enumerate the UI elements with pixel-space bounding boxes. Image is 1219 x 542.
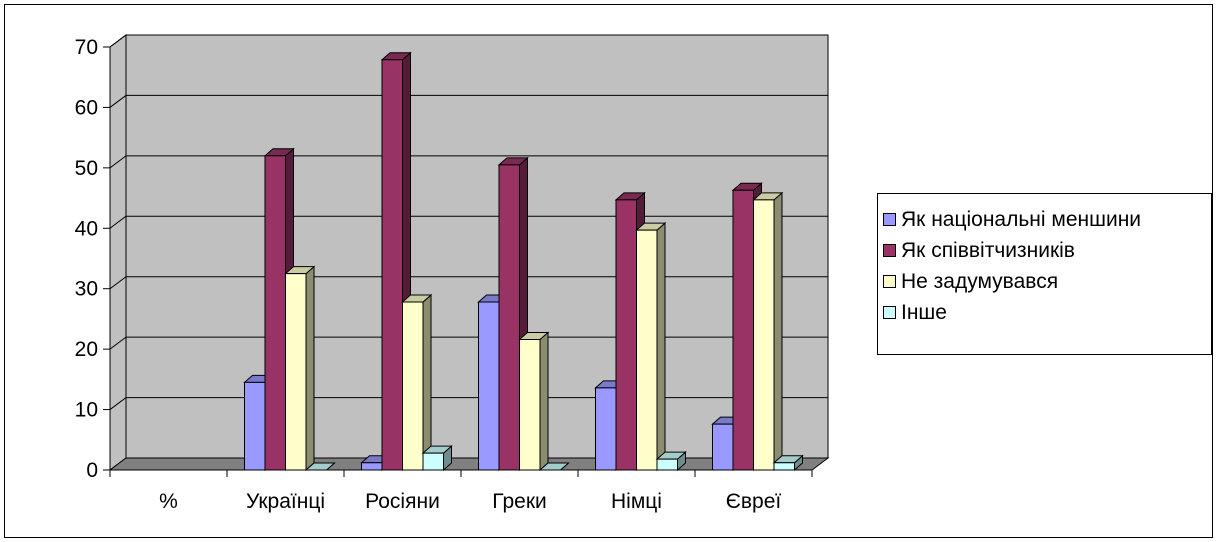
y-tick-label: 50: [75, 157, 98, 180]
bar: [772, 454, 804, 472]
bar-side-face: [539, 331, 549, 472]
bar: [752, 191, 784, 472]
bar: [518, 331, 550, 472]
bar-front-face: [478, 301, 500, 471]
legend-swatch-series-2: [883, 244, 896, 257]
y-gridline: [109, 155, 828, 169]
bar-front-face: [732, 189, 754, 471]
y-tick-label: 70: [75, 36, 98, 59]
x-tick-label: Росіяни: [365, 490, 440, 513]
bar-front-face: [402, 301, 424, 471]
bar-front-face: [264, 155, 286, 471]
y-gridline: [109, 94, 828, 108]
x-tick-label: Українці: [246, 490, 325, 513]
y-tick-label: 20: [75, 338, 98, 361]
legend-item-series-1: Як національні меншини: [878, 204, 1211, 235]
bar-front-face: [753, 199, 775, 471]
legend-label-series-1: Як національні меншини: [901, 207, 1142, 231]
y-gridline: [109, 215, 828, 229]
bar-front-face: [636, 229, 658, 471]
bar-front-face: [712, 423, 734, 471]
y-gridline: [109, 397, 828, 410]
bar: [284, 265, 316, 472]
y-gridline: [109, 336, 828, 350]
bar-side-face: [656, 221, 666, 472]
y-tick-label: 10: [75, 399, 98, 422]
bar-front-face: [381, 59, 403, 471]
y-tick-label: 30: [75, 278, 98, 301]
bar-front-face: [656, 458, 678, 471]
bar: [635, 221, 667, 472]
bar-front-face: [519, 338, 541, 471]
x-tick-label: Греки: [492, 490, 546, 513]
bar-front-face: [422, 452, 444, 471]
legend-label-series-2: Як співвітчизників: [901, 238, 1075, 262]
bar-front-face: [773, 462, 795, 471]
bar-side-face: [773, 191, 783, 472]
y-tick-label: 0: [86, 459, 98, 482]
legend: Як національні меншини Як співвітчизникі…: [877, 193, 1212, 355]
bar-front-face: [498, 164, 520, 471]
x-tick-label: %: [159, 490, 178, 513]
legend-swatch-series-3: [883, 275, 896, 288]
chart-side-wall: [109, 34, 127, 471]
bar: [655, 451, 687, 472]
chart-back-wall: [125, 34, 829, 459]
legend-swatch-series-4: [883, 306, 896, 319]
x-tick-label: Німці: [611, 490, 662, 513]
bar-front-face: [244, 381, 266, 471]
y-tick-label: 60: [75, 96, 98, 119]
bar: [401, 293, 433, 472]
y-gridline: [109, 276, 828, 290]
y-tick-label: 40: [75, 217, 98, 240]
bar-front-face: [285, 273, 307, 471]
legend-swatch-series-1: [883, 213, 896, 226]
bar: [421, 444, 453, 472]
bar-front-face: [615, 199, 637, 471]
legend-item-series-4: Інше: [878, 297, 1211, 328]
bar-side-face: [422, 293, 432, 472]
legend-label-series-3: Не задумувався: [901, 269, 1059, 293]
bar: [304, 462, 336, 471]
bar-side-face: [305, 265, 315, 472]
legend-item-series-2: Як співвітчизників: [878, 235, 1211, 266]
bar: [538, 462, 570, 471]
bar-front-face: [595, 387, 617, 471]
y-gridline: [109, 34, 828, 48]
x-tick-label: Євреї: [726, 490, 782, 513]
bar-front-face: [361, 462, 383, 471]
legend-item-series-3: Не задумувався: [878, 266, 1211, 297]
legend-label-series-4: Інше: [901, 300, 947, 324]
